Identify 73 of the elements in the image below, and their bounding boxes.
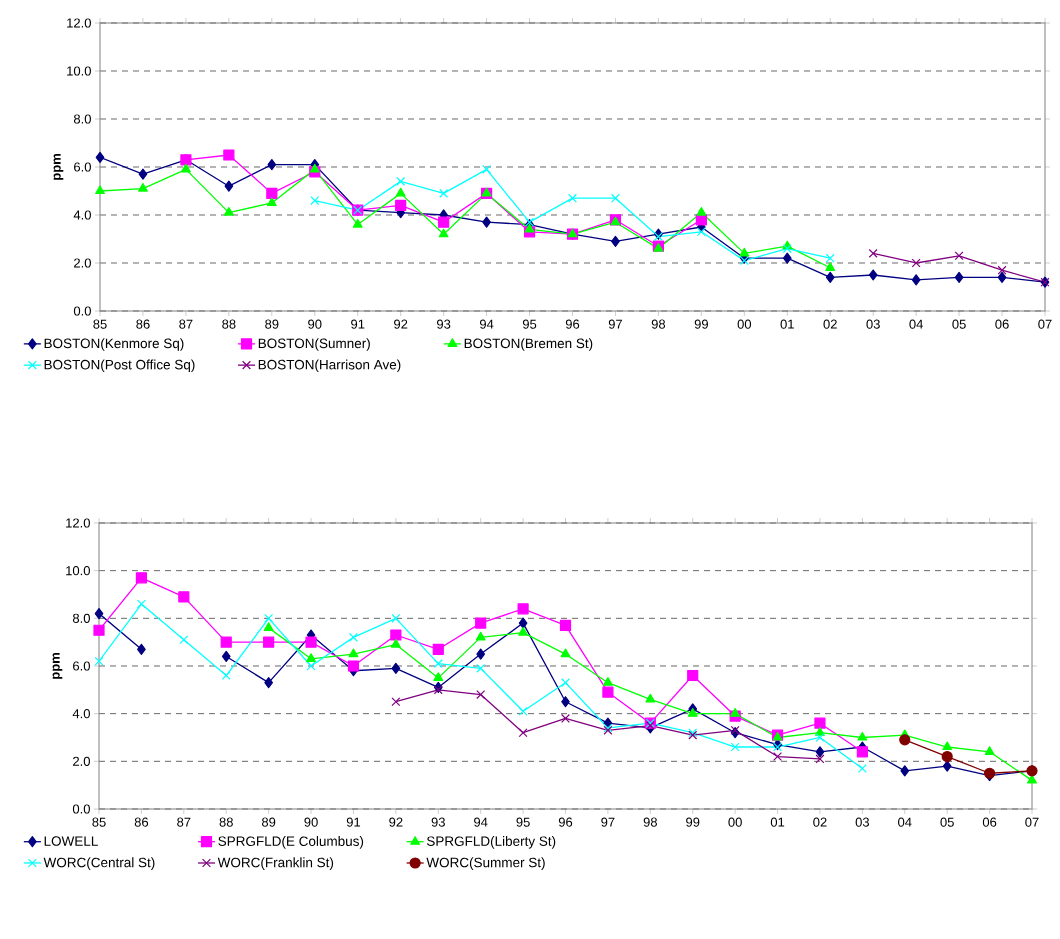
x-tick-label: 00 xyxy=(737,319,752,329)
x-tick-label: 93 xyxy=(437,319,451,329)
legend-label: WORC(Summer St) xyxy=(426,857,545,870)
x-tick-label: 05 xyxy=(940,817,954,827)
y-tick-label: 2.0 xyxy=(74,258,91,268)
x-tick-label: 85 xyxy=(93,319,107,329)
x-tick-label: 92 xyxy=(389,817,403,827)
x-tick-label: 96 xyxy=(565,319,580,329)
legend-label: SPRGFLD(E Columbus) xyxy=(218,836,364,849)
x-tick-label: 01 xyxy=(780,319,794,329)
legend-label: BOSTON(Harrison Ave) xyxy=(258,359,401,373)
x-tick-label: 87 xyxy=(179,319,193,329)
x-tick-label: 89 xyxy=(261,817,276,827)
y-tick-label: 0.0 xyxy=(73,306,91,316)
y-tick-label: 4.0 xyxy=(73,210,91,220)
x-tick-label: 06 xyxy=(995,319,1009,329)
legend-label: BOSTON(Post Office Sq) xyxy=(44,359,195,373)
x-tick-label: 04 xyxy=(898,817,912,827)
x-tick-label: 94 xyxy=(474,817,488,827)
y-tick-label: 4.0 xyxy=(72,709,90,719)
y-axis-title: ppm xyxy=(52,653,63,679)
x-tick-label: 99 xyxy=(694,319,708,329)
x-tick-label: 00 xyxy=(728,817,742,827)
x-tick-label: 02 xyxy=(823,319,837,329)
x-tick-label: 97 xyxy=(608,319,623,329)
legend-label: WORC(Franklin St) xyxy=(217,857,334,870)
y-tick-label: 8.0 xyxy=(72,613,90,623)
y-tick-label: 8.0 xyxy=(73,114,91,124)
y-tick-label: 12.0 xyxy=(66,518,90,528)
x-tick-label: 91 xyxy=(351,319,365,329)
y-tick-label: 10.0 xyxy=(66,566,90,576)
x-tick-label: 93 xyxy=(431,817,445,827)
x-tick-label: 92 xyxy=(394,319,408,329)
x-tick-label: 88 xyxy=(222,319,236,329)
x-tick-label: 90 xyxy=(308,319,322,329)
x-tick-label: 87 xyxy=(177,817,191,827)
x-tick-label: 03 xyxy=(855,817,870,827)
x-tick-label: 99 xyxy=(686,817,700,827)
legend-label: BOSTON(Kenmore Sq) xyxy=(44,338,184,351)
x-tick-label: 96 xyxy=(558,817,573,827)
x-tick-label: 05 xyxy=(952,319,966,329)
x-tick-label: 03 xyxy=(866,319,880,329)
x-tick-label: 86 xyxy=(134,817,149,827)
x-tick-label: 06 xyxy=(982,817,997,827)
legend-label: BOSTON(Bremen St) xyxy=(464,338,593,351)
x-tick-label: 98 xyxy=(643,817,657,827)
legend-label: WORC(Central St) xyxy=(43,857,155,870)
x-tick-label: 07 xyxy=(1025,817,1039,827)
x-tick-label: 86 xyxy=(136,319,150,329)
x-tick-label: 04 xyxy=(909,319,923,329)
legend-label: LOWELL xyxy=(44,836,98,846)
x-tick-label: 85 xyxy=(92,817,106,827)
x-tick-label: 97 xyxy=(601,817,615,827)
y-axis-title: ppm xyxy=(53,154,64,180)
x-tick-label: 90 xyxy=(304,817,318,827)
x-tick-label: 88 xyxy=(219,817,233,827)
x-tick-label: 98 xyxy=(651,319,666,329)
legend-label: SPRGFLD(Liberty St) xyxy=(426,836,556,849)
legend-label: BOSTON(Sumner) xyxy=(258,338,370,351)
x-tick-label: 89 xyxy=(265,319,279,329)
y-tick-label: 6.0 xyxy=(74,162,91,172)
x-tick-label: 01 xyxy=(770,817,785,827)
x-tick-label: 94 xyxy=(479,319,494,329)
x-tick-label: 95 xyxy=(522,319,537,329)
x-tick-label: 95 xyxy=(516,817,530,827)
y-tick-label: 0.0 xyxy=(72,804,90,814)
y-tick-label: 6.0 xyxy=(73,661,90,671)
y-tick-label: 2.0 xyxy=(73,756,90,766)
x-tick-label: 07 xyxy=(1038,319,1052,329)
x-tick-label: 91 xyxy=(346,817,361,827)
x-tick-label: 02 xyxy=(813,817,827,827)
y-tick-label: 10.0 xyxy=(67,66,91,76)
y-tick-label: 12.0 xyxy=(67,18,91,28)
